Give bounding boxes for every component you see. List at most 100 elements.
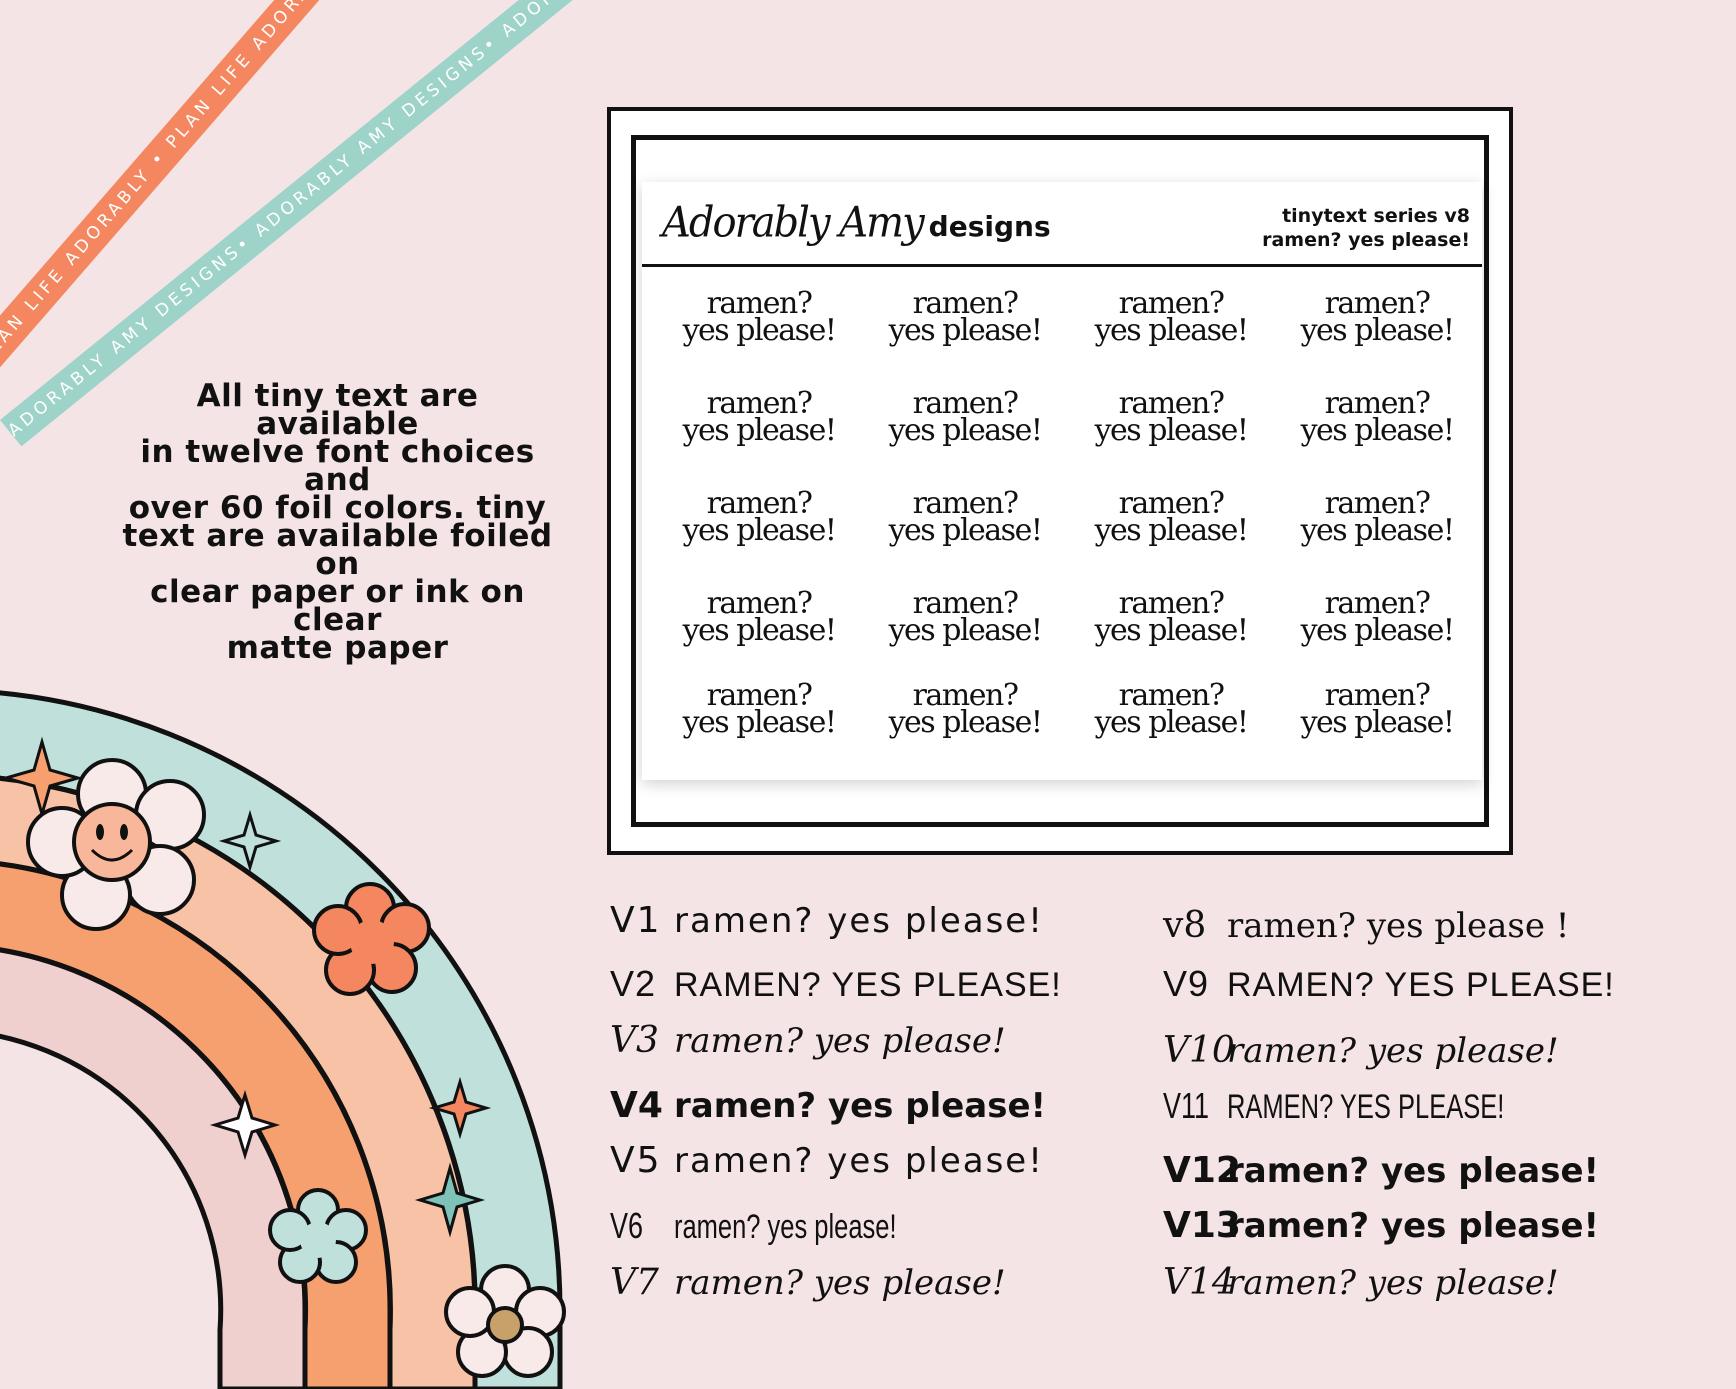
white-flower-icon xyxy=(444,1264,566,1378)
sticker-line-2: yes please! xyxy=(888,513,1043,548)
sticker-line-2: yes please! xyxy=(1094,313,1249,348)
version-sample: ramen? yes please! xyxy=(674,1021,1006,1061)
description-line: over 60 foil colors. tiny xyxy=(128,490,547,526)
version-code: V5 xyxy=(610,1140,662,1181)
sticker-word: ramen? yes please! xyxy=(862,486,1068,548)
version-code: V14 xyxy=(1163,1262,1235,1303)
sticker-line-1: ramen? xyxy=(1118,286,1225,321)
sticker-line-2: yes please! xyxy=(682,513,837,548)
font-version-v6: V6 ramen? yes please! xyxy=(610,1205,971,1247)
sticker-line-1: ramen? xyxy=(1324,286,1431,321)
sticker-word: ramen? yes please! xyxy=(656,486,862,548)
sticker-line-2: yes please! xyxy=(1094,613,1249,648)
sticker-line-1: ramen? xyxy=(912,586,1019,621)
version-sample: RAMEN? YES PLEASE! xyxy=(1227,1088,1505,1126)
smiley-flower-icon xyxy=(26,758,206,931)
sticker-line-2: yes please! xyxy=(1094,513,1249,548)
sticker-line-2: yes please! xyxy=(682,705,837,740)
sparkle-icon xyxy=(428,1076,492,1140)
version-sample: ramen? yes please! xyxy=(674,1263,1006,1303)
sticker-line-1: ramen? xyxy=(706,386,813,421)
sticker-line-1: ramen? xyxy=(1118,386,1225,421)
sticker-line-1: ramen? xyxy=(912,486,1019,521)
version-sample: ramen? yes please! xyxy=(674,1086,1047,1126)
sticker-line-1: ramen? xyxy=(706,286,813,321)
version-sample: ramen? yes please! xyxy=(674,1208,897,1246)
sticker-grid: ramen? yes please! ramen? yes please! ramen?… xyxy=(642,182,1482,780)
sticker-line-2: yes please! xyxy=(1300,313,1455,348)
sticker-word: ramen? yes please! xyxy=(1274,681,1480,740)
version-sample: RAMEN? YES PLEASE! xyxy=(674,966,1062,1004)
sticker-word: ramen? yes please! xyxy=(1274,389,1480,448)
sticker-word: ramen? yes please! xyxy=(862,586,1068,648)
sticker-word: ramen? yes please! xyxy=(1068,586,1274,648)
font-version-v9: V9 RAMEN? YES PLEASE! xyxy=(1163,963,1615,1005)
sticker-line-1: ramen? xyxy=(706,586,813,621)
sticker-word: ramen? yes please! xyxy=(1068,286,1274,348)
series-label: tinytext series v8 ramen? yes please! xyxy=(1262,204,1470,252)
font-version-v2: V2 RAMEN? YES PLEASE! xyxy=(610,963,1062,1005)
sticker-line-2: yes please! xyxy=(888,613,1043,648)
sticker-line-2: yes please! xyxy=(1300,705,1455,740)
sticker-line-2: yes please! xyxy=(888,313,1043,348)
brand-word: designs xyxy=(928,210,1051,243)
version-code: V2 xyxy=(610,963,657,1004)
sticker-line-2: yes please! xyxy=(682,613,837,648)
version-sample: ramen? yes please! xyxy=(674,901,1044,941)
sparkle-icon xyxy=(414,1162,486,1238)
font-version-v4: V4 ramen? yes please! xyxy=(610,1085,1046,1126)
sticker-word: ramen? yes please! xyxy=(862,678,1068,740)
sticker-line-2: yes please! xyxy=(1300,413,1455,448)
sticker-sheet: Adorably Amy designs tinytext series v8 … xyxy=(642,182,1482,780)
font-version-v12: V12 ramen? yes please! xyxy=(1163,1150,1599,1191)
sticker-line-2: yes please! xyxy=(888,705,1043,740)
sticker-line-1: ramen? xyxy=(1118,486,1225,521)
sticker-line-1: ramen? xyxy=(1118,586,1225,621)
sticker-line-1: ramen? xyxy=(1324,586,1431,621)
sticker-word: ramen? yes please! xyxy=(862,286,1068,348)
font-version-v1: V1 ramen? yes please! xyxy=(610,900,1044,941)
sticker-word: ramen? yes please! xyxy=(656,678,862,740)
sticker-line-2: yes please! xyxy=(888,413,1043,448)
version-code: v8 xyxy=(1163,905,1207,946)
sticker-word: ramen? yes please! xyxy=(656,586,862,648)
version-sample: ramen? yes please! xyxy=(1227,1151,1600,1191)
description-text: All tiny text are available in twelve fo… xyxy=(110,381,565,664)
description-line: clear paper or ink on clear xyxy=(150,574,525,638)
sticker-word: ramen? yes please! xyxy=(656,286,862,346)
sticker-line-2: yes please! xyxy=(1300,513,1455,548)
sticker-line-1: ramen? xyxy=(1118,678,1225,713)
font-version-v5: V5 ramen? yes please! xyxy=(610,1140,1044,1181)
font-version-v13: V13 ramen? yes please! xyxy=(1163,1205,1599,1246)
sticker-line-1: ramen? xyxy=(912,286,1019,321)
description-line: in twelve font choices and xyxy=(140,434,535,498)
description-line: text are available foiled on xyxy=(122,518,553,582)
sticker-line-1: ramen? xyxy=(706,678,813,713)
brand-logo: Adorably Amy designs xyxy=(662,199,1051,247)
version-code: V12 xyxy=(1163,1150,1241,1191)
sticker-word: ramen? yes please! xyxy=(1274,586,1480,646)
sticker-line-2: yes please! xyxy=(1094,705,1249,740)
sticker-word: ramen? yes please! xyxy=(1274,486,1480,548)
version-code: V13 xyxy=(1163,1205,1241,1246)
font-version-v10: V10 ramen? yes please! xyxy=(1163,1030,1559,1071)
version-sample: ramen? yes please! xyxy=(1227,1263,1559,1303)
version-code: V11 xyxy=(1163,1085,1210,1126)
sticker-line-2: yes please! xyxy=(682,413,837,448)
font-version-v7: V7 ramen? yes please! xyxy=(610,1262,1006,1303)
sticker-word: ramen? yes please! xyxy=(1068,386,1274,446)
sticker-line-1: ramen? xyxy=(1324,486,1431,521)
version-code: V3 xyxy=(610,1020,659,1061)
sticker-word: ramen? yes please! xyxy=(1068,486,1274,548)
header-divider xyxy=(642,264,1482,267)
version-sample: ramen? yes please ! xyxy=(1227,906,1570,946)
sticker-word: ramen? yes please! xyxy=(1274,286,1480,348)
sticker-line-1: ramen? xyxy=(706,486,813,521)
font-version-v8: v8 ramen? yes please ! xyxy=(1163,905,1569,946)
version-code: V10 xyxy=(1163,1030,1235,1071)
sticker-line-1: ramen? xyxy=(912,678,1019,713)
version-code: V6 xyxy=(610,1205,644,1246)
sticker-word: ramen? yes please! xyxy=(656,386,862,448)
series-subtitle: ramen? yes please! xyxy=(1262,229,1470,251)
version-sample: RAMEN? YES PLEASE! xyxy=(1227,966,1615,1004)
